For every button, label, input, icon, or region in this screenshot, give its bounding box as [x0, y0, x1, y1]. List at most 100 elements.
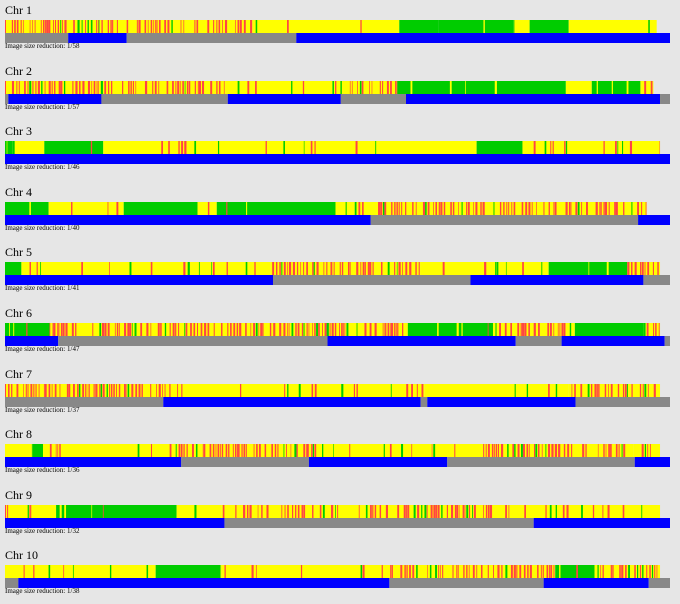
- genotype-stripe: [185, 81, 186, 94]
- genotype-stripe: [646, 202, 647, 215]
- genotype-stripe: [440, 202, 442, 215]
- genotype-stripe: [411, 384, 413, 397]
- genotype-stripe: [332, 81, 334, 94]
- genotype-stripe: [266, 505, 268, 518]
- origin-segment: [224, 518, 533, 528]
- genotype-stripe: [289, 262, 291, 275]
- genotype-stripe: [646, 565, 647, 578]
- genotype-stripe: [317, 262, 319, 275]
- genotype-stripe: [7, 505, 8, 518]
- genotype-stripe: [309, 323, 310, 336]
- origin-segment: [427, 397, 575, 407]
- genotype-stripe: [597, 565, 598, 578]
- genotype-stripe: [82, 81, 84, 94]
- genotype-stripe: [164, 20, 166, 33]
- genotype-stripe: [431, 505, 433, 518]
- genotype-stripe: [72, 81, 73, 94]
- genotype-stripe: [551, 565, 553, 578]
- genotype-stripe: [213, 20, 214, 33]
- genotype-stripe: [612, 81, 613, 94]
- genotype-stripe: [287, 262, 288, 275]
- genotype-stripe: [91, 505, 92, 518]
- genotype-stripe: [75, 323, 76, 336]
- genotype-stripe: [375, 141, 376, 154]
- genotype-stripe: [266, 141, 267, 154]
- genotype-stripe: [277, 444, 278, 457]
- genotype-stripe: [500, 202, 501, 215]
- genotype-stripe: [364, 323, 366, 336]
- genotype-stripe: [56, 444, 57, 457]
- genotype-stripe: [47, 20, 49, 33]
- genotype-stripe: [388, 262, 390, 275]
- genotype-stripe: [107, 384, 108, 397]
- genotype-stripe: [213, 444, 215, 457]
- genotype-stripe: [158, 81, 159, 94]
- genotype-stripe: [435, 202, 437, 215]
- genotype-stripe: [640, 262, 641, 275]
- genotype-stripe: [109, 384, 110, 397]
- origin-segment: [181, 457, 309, 467]
- genotype-stripe: [283, 141, 285, 154]
- genotype-stripe: [284, 262, 286, 275]
- genotype-stripe: [103, 505, 104, 518]
- genotype-region: [644, 323, 660, 336]
- chromosome-canvas: [0, 382, 680, 409]
- genotype-stripe: [181, 384, 182, 397]
- genotype-stripe: [227, 262, 228, 275]
- genotype-stripe: [244, 444, 246, 457]
- chromosome-canvas: [0, 563, 680, 590]
- genotype-stripe: [386, 323, 387, 336]
- genotype-stripe: [362, 202, 364, 215]
- genotype-stripe: [659, 323, 660, 336]
- genotype-stripe: [625, 384, 627, 397]
- genotype-stripe: [59, 81, 61, 94]
- genotype-region: [5, 262, 21, 275]
- genotype-stripe: [472, 505, 473, 518]
- genotype-stripe: [637, 202, 639, 215]
- genotype-stripe: [97, 81, 98, 94]
- genotype-stripe: [94, 384, 95, 397]
- genotype-stripe: [484, 262, 486, 275]
- genotype-stripe: [360, 262, 361, 275]
- genotype-stripe: [218, 444, 220, 457]
- genotype-stripe: [224, 565, 225, 578]
- genotype-region: [566, 81, 592, 94]
- genotype-stripe: [346, 323, 348, 336]
- genotype-stripe: [488, 505, 490, 518]
- genotype-stripe: [256, 20, 258, 33]
- genotype-stripe: [68, 384, 70, 397]
- genotype-stripe: [586, 202, 588, 215]
- genotype-stripe: [534, 444, 535, 457]
- genotype-stripe: [88, 20, 89, 33]
- genotype-stripe: [437, 323, 439, 336]
- genotype-stripe: [63, 323, 65, 336]
- genotype-stripe: [255, 81, 257, 94]
- genotype-stripe: [287, 323, 288, 336]
- genotype-stripe: [85, 20, 86, 33]
- genotype-stripe: [466, 202, 467, 215]
- genotype-stripe: [54, 323, 56, 336]
- genotype-stripe: [560, 323, 561, 336]
- genotype-stripe: [302, 505, 303, 518]
- genotype-stripe: [440, 565, 441, 578]
- genotype-stripe: [581, 202, 582, 215]
- genotype-stripe: [402, 262, 403, 275]
- genotype-stripe: [469, 505, 470, 518]
- genotype-stripe: [340, 262, 341, 275]
- genotype-stripe: [473, 565, 475, 578]
- genotype-stripe: [190, 323, 192, 336]
- genotype-stripe: [197, 323, 198, 336]
- genotype-stripe: [384, 444, 385, 457]
- genotype-stripe: [177, 81, 179, 94]
- genotype-stripe: [39, 384, 40, 397]
- genotype-stripe: [50, 323, 51, 336]
- genotype-stripe: [16, 81, 17, 94]
- genotype-stripe: [150, 384, 151, 397]
- genotype-stripe: [416, 565, 418, 578]
- genotype-stripe: [547, 323, 549, 336]
- genotype-stripe: [182, 81, 183, 94]
